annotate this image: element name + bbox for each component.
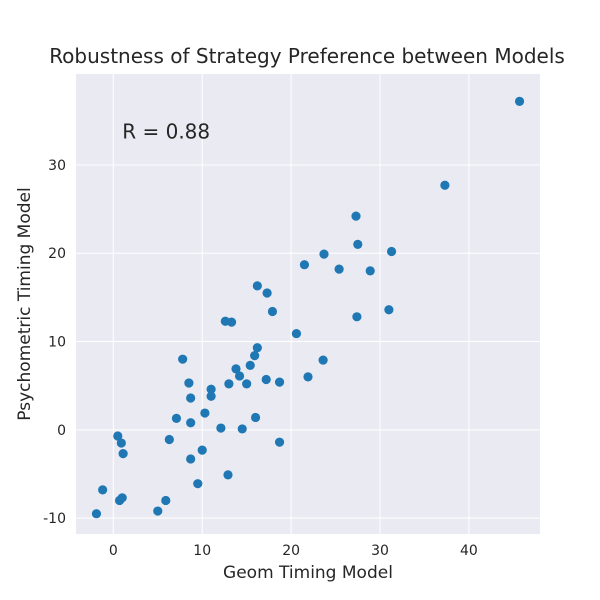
x-axis-ticks: 0 10 20 30 40 xyxy=(109,543,478,559)
data-point xyxy=(91,509,102,519)
data-points xyxy=(91,96,525,519)
data-point xyxy=(171,413,182,423)
y-tick-label: 0 xyxy=(57,423,66,439)
data-point xyxy=(161,495,171,506)
data-point xyxy=(319,249,329,259)
x-tick-label: 0 xyxy=(109,543,118,559)
data-point xyxy=(250,351,260,361)
data-point xyxy=(242,379,252,389)
data-point xyxy=(250,412,261,423)
data-point xyxy=(153,506,163,516)
data-point xyxy=(206,384,216,394)
data-point xyxy=(193,479,203,489)
data-point xyxy=(252,343,262,353)
data-point xyxy=(186,454,196,464)
data-point xyxy=(262,288,272,298)
chart-title: Robustness of Strategy Preference betwee… xyxy=(49,44,565,68)
data-point xyxy=(116,438,126,448)
data-point xyxy=(234,371,245,381)
data-point xyxy=(114,495,125,506)
data-point xyxy=(200,408,210,418)
data-point xyxy=(237,424,247,434)
x-axis-label: Geom Timing Model xyxy=(223,563,393,583)
y-axis-label: Psychometric Timing Model xyxy=(15,187,35,420)
data-point xyxy=(386,246,397,257)
data-point xyxy=(267,306,278,317)
data-point xyxy=(216,423,226,433)
data-point xyxy=(178,354,188,364)
data-point xyxy=(261,374,271,385)
y-axis-ticks: -10 0 10 20 30 xyxy=(43,158,66,527)
data-point xyxy=(440,180,450,190)
grid xyxy=(76,74,540,534)
y-tick-label: 20 xyxy=(48,246,66,262)
data-point xyxy=(274,377,285,387)
data-point xyxy=(206,391,216,401)
data-point xyxy=(197,445,207,455)
x-tick-label: 30 xyxy=(371,543,389,559)
data-point xyxy=(245,360,255,370)
data-point xyxy=(231,364,241,374)
data-point xyxy=(351,211,361,221)
data-point xyxy=(223,470,233,480)
data-point xyxy=(186,418,196,428)
data-point xyxy=(226,317,237,327)
data-point xyxy=(164,434,174,445)
data-point xyxy=(318,355,328,365)
data-point xyxy=(299,260,310,270)
plot-area xyxy=(76,74,540,534)
data-point xyxy=(514,96,525,106)
x-tick-label: 40 xyxy=(460,543,478,559)
data-point xyxy=(274,437,285,447)
correlation-annotation: R = 0.88 xyxy=(122,119,210,143)
data-point xyxy=(291,328,302,339)
y-tick-label: 30 xyxy=(48,158,66,174)
data-point xyxy=(365,266,375,276)
data-point xyxy=(334,264,344,274)
data-point xyxy=(353,239,363,250)
data-point xyxy=(118,449,128,459)
x-tick-label: 10 xyxy=(193,543,211,559)
y-tick-label: -10 xyxy=(43,511,66,527)
data-point xyxy=(352,312,362,322)
data-point xyxy=(98,485,108,495)
data-point xyxy=(384,305,394,315)
data-point xyxy=(113,431,123,441)
x-tick-label: 20 xyxy=(282,543,300,559)
data-point xyxy=(184,378,194,388)
data-point xyxy=(303,372,313,382)
data-point xyxy=(224,379,234,389)
data-point xyxy=(186,393,196,403)
y-tick-label: 10 xyxy=(48,335,66,351)
data-point xyxy=(252,281,262,291)
